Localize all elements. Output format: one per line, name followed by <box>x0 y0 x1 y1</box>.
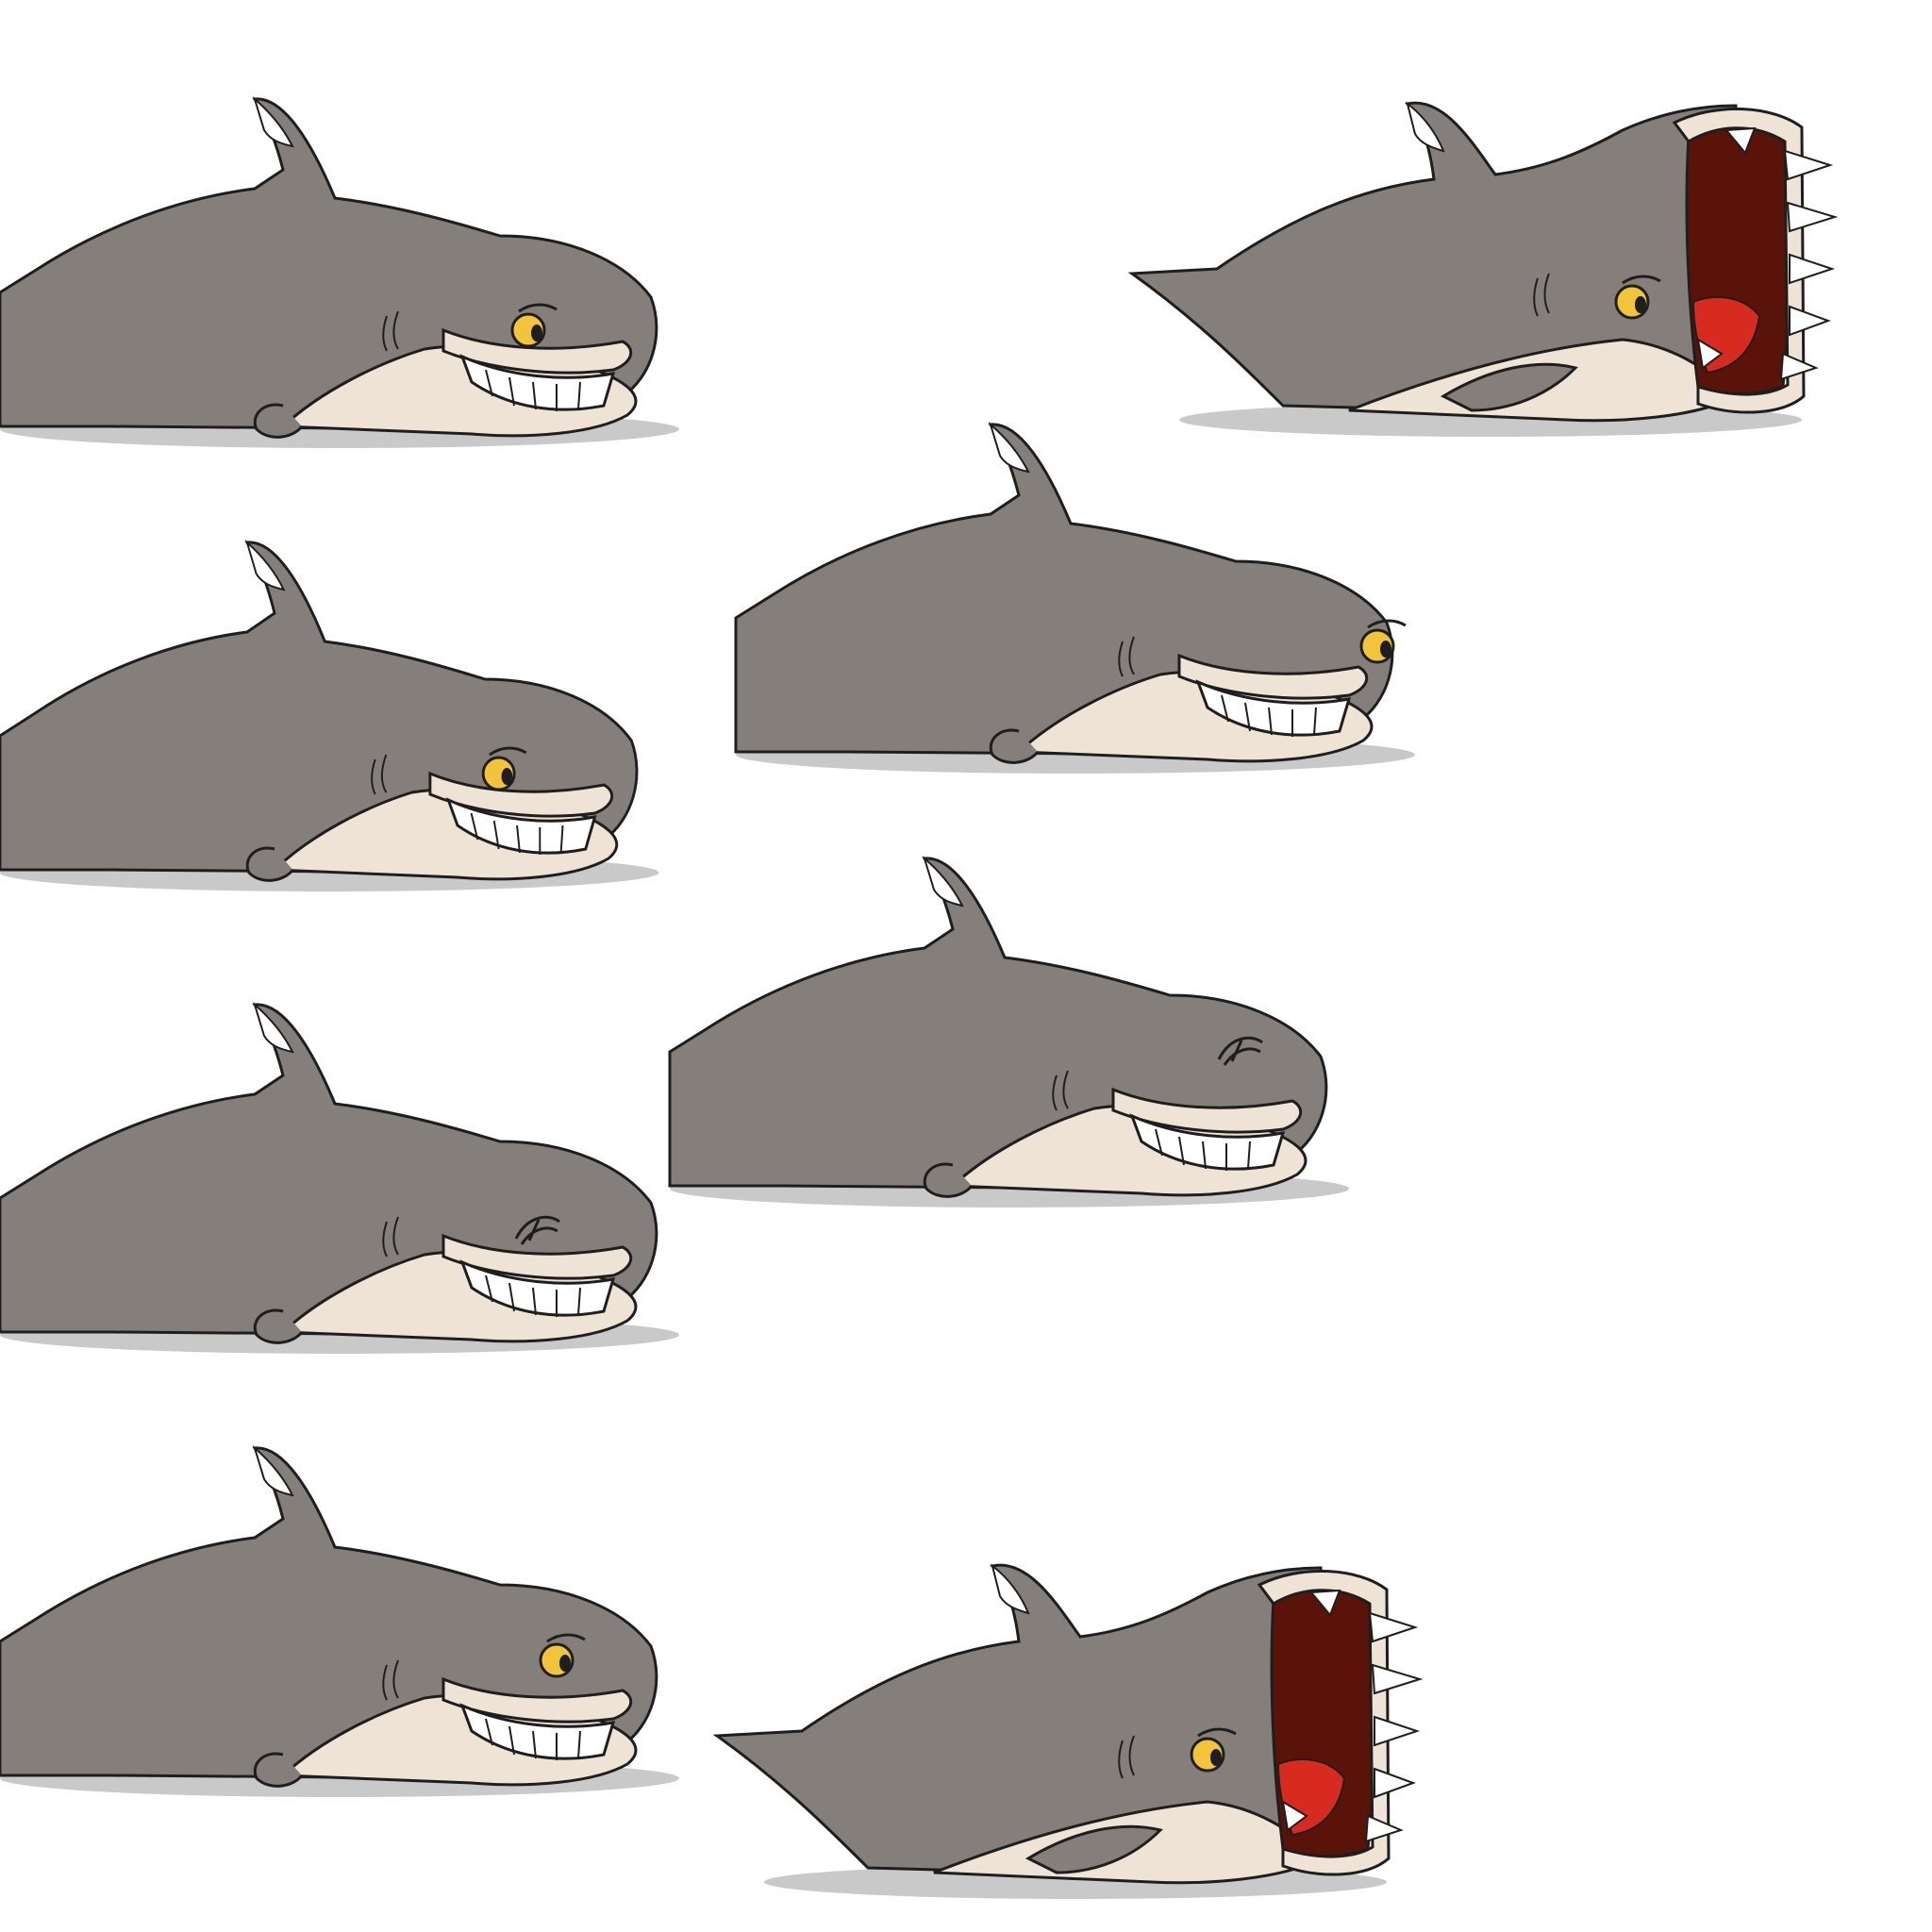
shark-frame-grin-4 <box>734 423 1417 775</box>
shark-frame-grin-5 <box>668 857 1351 1209</box>
shark-frame-open-jaws-top <box>1130 101 1837 439</box>
shark-frame-grin-3 <box>0 1003 681 1356</box>
shark-frame-grin-wide <box>0 1446 681 1799</box>
shark-frame-grin-2 <box>0 541 660 893</box>
shark-frame-open-jaws-bottom <box>715 1563 1422 1901</box>
shark-frame-grin-1 <box>0 97 681 450</box>
